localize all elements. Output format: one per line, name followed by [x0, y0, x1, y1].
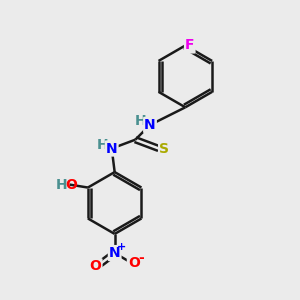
Text: N: N	[109, 246, 121, 260]
Text: N: N	[106, 142, 118, 155]
Text: O: O	[65, 178, 77, 192]
Text: +: +	[116, 242, 126, 252]
Text: O: O	[128, 256, 140, 270]
Text: O: O	[90, 259, 101, 273]
Text: -: -	[138, 251, 144, 265]
Text: H: H	[135, 114, 146, 128]
Text: H: H	[56, 178, 67, 192]
Text: S: S	[159, 142, 169, 155]
Text: F: F	[185, 38, 194, 52]
Text: N: N	[144, 118, 156, 132]
Text: H: H	[97, 138, 108, 152]
